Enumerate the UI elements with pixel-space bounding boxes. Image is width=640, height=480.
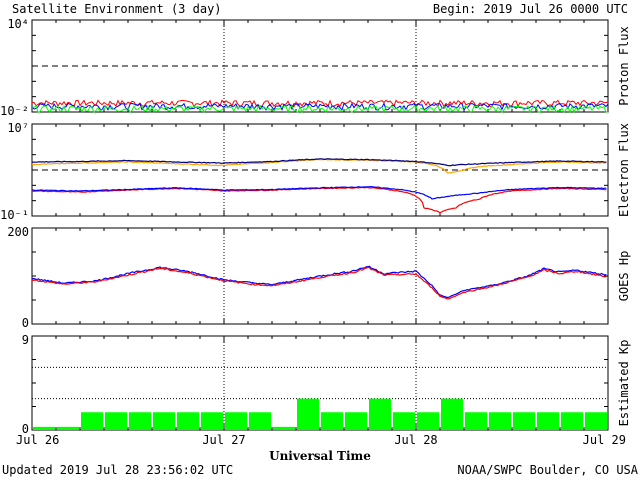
proton-series-blue (31, 102, 609, 112)
y-tick-label: 10⁻¹ (0, 208, 29, 222)
proton-series-red (31, 99, 609, 108)
kp-bar (489, 412, 511, 430)
kp-bar (465, 412, 487, 430)
series-blue (31, 185, 607, 200)
kp-bar (81, 412, 103, 430)
y-axis-label: GOES Hp (617, 251, 631, 302)
kp-bar (585, 412, 607, 430)
panel-goes-hp: 200 0 GOES Hp (7, 225, 631, 330)
series-orange (31, 158, 607, 174)
y-tick-label: 9 (22, 333, 29, 347)
kp-bar (561, 412, 583, 430)
x-axis-title: Universal Time (269, 449, 371, 463)
series-navy (31, 158, 607, 167)
kp-bar (537, 412, 559, 430)
series-red (31, 186, 607, 214)
kp-bar (345, 412, 367, 430)
credit-label: NOAA/SWPC Boulder, CO USA (457, 463, 638, 477)
series-red (31, 266, 607, 300)
kp-bar (273, 426, 295, 430)
kp-bar (177, 412, 199, 430)
kp-bar (249, 412, 271, 430)
series-blue (31, 265, 607, 298)
kp-bar (129, 412, 151, 430)
y-axis-label: Proton Flux (617, 26, 631, 105)
kp-bar (393, 412, 415, 430)
panel-frame (31, 19, 609, 113)
panel-electron-flux: 10⁷ 10⁻¹ Electron Flux (0, 121, 631, 222)
panel-estimated-kp: 9 0 Estimated Kp (22, 333, 631, 436)
y-tick-label: 10⁷ (7, 121, 29, 135)
kp-bar (417, 412, 439, 430)
kp-bar (57, 426, 79, 430)
kp-bar (225, 412, 247, 430)
kp-bar (297, 398, 319, 430)
y-tick-label: 200 (7, 225, 29, 239)
x-tick-label: Jul 28 (394, 433, 437, 447)
kp-bar (321, 412, 343, 430)
y-tick-label: 0 (22, 316, 29, 330)
proton-series-green (31, 104, 608, 114)
x-tick-label: Jul 29 (583, 433, 626, 447)
y-axis-label: Electron Flux (617, 123, 631, 217)
kp-bar (201, 412, 223, 430)
panel-frame (31, 123, 609, 217)
kp-bar (153, 412, 175, 430)
x-tick-label: Jul 26 (16, 433, 59, 447)
y-tick-label: 10⁻² (0, 104, 29, 118)
kp-bar (513, 412, 535, 430)
y-tick-label: 10⁴ (7, 17, 29, 31)
plot-title: Satellite Environment (3 day) (12, 2, 222, 16)
y-axis-label: Estimated Kp (617, 340, 631, 427)
x-tick-label: Jul 27 (202, 433, 245, 447)
panels-group: 10⁴ 10⁻² Proton Flux 10⁷ 10⁻¹ Electron Flux 20… (0, 17, 631, 447)
y-tick-label: 0 (22, 422, 29, 436)
kp-bar (441, 398, 463, 430)
kp-bar (105, 412, 127, 430)
begin-timestamp: Begin: 2019 Jul 26 0000 UTC (433, 2, 628, 16)
updated-timestamp: Updated 2019 Jul 28 23:56:02 UTC (2, 463, 233, 477)
kp-bar (369, 398, 391, 430)
panel-proton-flux: 10⁴ 10⁻² Proton Flux (0, 17, 631, 118)
kp-bar (33, 426, 55, 430)
